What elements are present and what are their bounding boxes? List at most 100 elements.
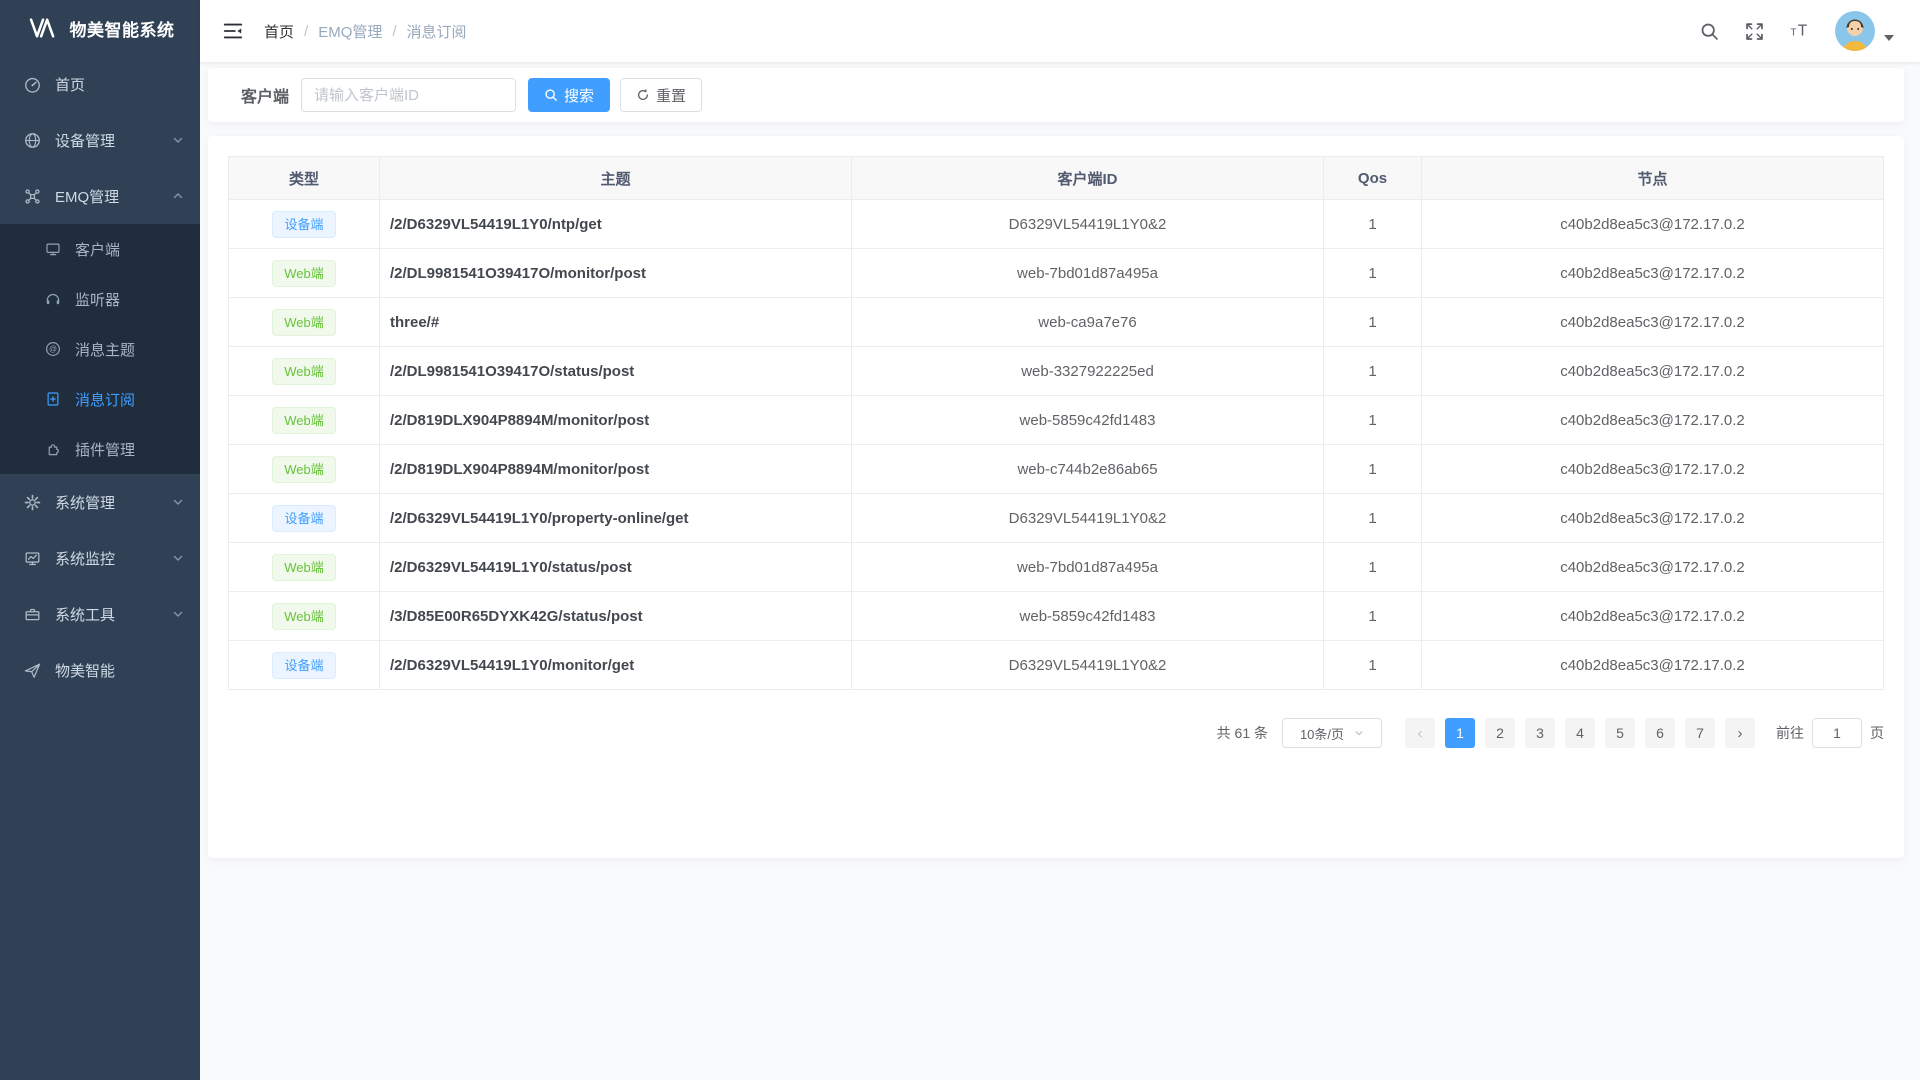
breadcrumb: 首页 / EMQ管理 / 消息订阅 (264, 21, 467, 42)
client-id-cell: D6329VL54419L1Y0&2 (851, 493, 1324, 543)
table-row: Web端 /2/D6329VL54419L1Y0/status/post web… (228, 542, 1884, 592)
search-icon (545, 89, 557, 101)
client-id-cell: D6329VL54419L1Y0&2 (851, 199, 1324, 249)
user-menu[interactable] (1835, 11, 1894, 51)
sidebar-item-label: 系统工具 (55, 606, 116, 624)
app-title: 物美智能系统 (69, 20, 175, 40)
page-button-6[interactable]: 6 (1645, 718, 1675, 748)
col-header-qos: Qos (1323, 156, 1422, 200)
chevron-down-icon (172, 134, 184, 146)
page-button-3[interactable]: 3 (1525, 718, 1555, 748)
breadcrumb-current: 消息订阅 (406, 23, 467, 41)
chevron-up-icon (172, 190, 184, 202)
node-cell: c40b2d8ea5c3@172.17.0.2 (1421, 591, 1884, 641)
emq-submenu: 客户端 监听器 @ 消息主题 (0, 224, 200, 474)
chevron-down-icon (172, 608, 184, 620)
monitor-chart-icon (22, 549, 42, 568)
sidebar-item-label: 客户端 (75, 241, 121, 259)
sidebar-item-label: 消息订阅 (75, 391, 136, 409)
breadcrumb-separator: / (304, 22, 309, 40)
search-button[interactable]: 搜索 (528, 78, 611, 112)
topic-cell: three/# (379, 297, 852, 347)
node-cell: c40b2d8ea5c3@172.17.0.2 (1421, 297, 1884, 347)
search-icon[interactable] (1699, 21, 1720, 42)
dashboard-icon (22, 75, 42, 94)
page-button-5[interactable]: 5 (1605, 718, 1635, 748)
sidebar-item-home[interactable]: 首页 (0, 56, 200, 112)
client-id-cell: web-7bd01d87a495a (851, 542, 1324, 592)
table-row: Web端 /2/D819DLX904P8894M/monitor/post we… (228, 444, 1884, 494)
sidebar-item-listener[interactable]: 监听器 (0, 274, 200, 324)
col-header-type: 类型 (228, 156, 380, 200)
app-logo[interactable]: 物美智能系统 (0, 0, 200, 56)
svg-text:T: T (1798, 23, 1808, 40)
page-content: 客户端 搜索 重置 类型 主题 (200, 62, 1920, 858)
sidebar-item-system-monitor[interactable]: 系统监控 (0, 530, 200, 586)
goto-page-input[interactable] (1812, 718, 1862, 748)
prev-page-button[interactable]: ‹ (1405, 718, 1435, 748)
client-id-cell: web-5859c42fd1483 (851, 395, 1324, 445)
user-avatar (1835, 11, 1875, 51)
fullscreen-icon[interactable] (1744, 21, 1765, 42)
pagination: 共 61 条 10条/页 ‹ 1 2 3 4 5 6 7 › (228, 718, 1884, 748)
node-cell: c40b2d8ea5c3@172.17.0.2 (1421, 248, 1884, 298)
sidebar-item-plugin[interactable]: 插件管理 (0, 424, 200, 474)
sidebar-fold-icon[interactable] (222, 20, 244, 42)
sidebar-item-emq-mgmt[interactable]: EMQ管理 (0, 168, 200, 224)
page-size-select[interactable]: 10条/页 (1282, 718, 1382, 748)
node-cell: c40b2d8ea5c3@172.17.0.2 (1421, 640, 1884, 690)
sidebar-item-topic[interactable]: @ 消息主题 (0, 324, 200, 374)
node-cell: c40b2d8ea5c3@172.17.0.2 (1421, 395, 1884, 445)
client-field-label: 客户端 (241, 89, 290, 106)
svg-text:@: @ (49, 345, 57, 354)
sidebar-item-system-mgmt[interactable]: 系统管理 (0, 474, 200, 530)
topic-cell: /3/D85E00R65DYXK42G/status/post (379, 591, 852, 641)
type-badge: Web端 (272, 602, 336, 630)
table-row: Web端 /2/DL9981541O39417O/monitor/post we… (228, 248, 1884, 298)
caret-down-icon (1884, 35, 1894, 41)
sidebar-item-client[interactable]: 客户端 (0, 224, 200, 274)
sidebar-menu: 首页 设备管理 EMQ管理 (0, 56, 200, 698)
topic-cell: /2/D819DLX904P8894M/monitor/post (379, 444, 852, 494)
page-button-4[interactable]: 4 (1565, 718, 1595, 748)
node-cell: c40b2d8ea5c3@172.17.0.2 (1421, 542, 1884, 592)
client-id-cell: web-5859c42fd1483 (851, 591, 1324, 641)
toolbox-icon (22, 605, 42, 624)
table-row: 设备端 /2/D6329VL54419L1Y0/monitor/get D632… (228, 640, 1884, 690)
qos-cell: 1 (1323, 248, 1422, 298)
col-header-client-id: 客户端ID (851, 156, 1324, 200)
qos-cell: 1 (1323, 591, 1422, 641)
type-badge: 设备端 (272, 504, 336, 532)
sidebar-item-label: 监听器 (75, 291, 121, 309)
table-row: 设备端 /2/D6329VL54419L1Y0/ntp/get D6329VL5… (228, 199, 1884, 249)
sidebar-item-wumei-smart[interactable]: 物美智能 (0, 642, 200, 698)
qos-cell: 1 (1323, 199, 1422, 249)
send-icon (22, 661, 42, 680)
breadcrumb-emq: EMQ管理 (318, 23, 383, 41)
type-badge: 设备端 (272, 651, 336, 679)
client-id-cell: web-3327922225ed (851, 346, 1324, 396)
client-id-input[interactable] (301, 78, 517, 112)
client-id-cell: web-c744b2e86ab65 (851, 444, 1324, 494)
reset-button[interactable]: 重置 (620, 78, 703, 112)
sidebar-item-system-tools[interactable]: 系统工具 (0, 586, 200, 642)
breadcrumb-home[interactable]: 首页 (264, 23, 295, 41)
qos-cell: 1 (1323, 542, 1422, 592)
sidebar-item-label: 系统管理 (55, 494, 116, 512)
subscription-table: 类型 主题 客户端ID Qos 节点 设备端 /2/D6329VL54419L1… (228, 156, 1884, 690)
type-badge: Web端 (272, 259, 336, 287)
page-button-2[interactable]: 2 (1485, 718, 1515, 748)
sidebar-item-subscription[interactable]: 消息订阅 (0, 374, 200, 424)
topic-cell: /2/D6329VL54419L1Y0/monitor/get (379, 640, 852, 690)
topic-icon: @ (44, 340, 62, 358)
page-button-1[interactable]: 1 (1445, 718, 1475, 748)
goto-label: 前往 (1776, 725, 1804, 741)
sidebar-item-device-mgmt[interactable]: 设备管理 (0, 112, 200, 168)
qos-cell: 1 (1323, 297, 1422, 347)
topic-cell: /2/D6329VL54419L1Y0/ntp/get (379, 199, 852, 249)
page-button-7[interactable]: 7 (1685, 718, 1715, 748)
next-page-button[interactable]: › (1725, 718, 1755, 748)
client-id-cell: web-ca9a7e76 (851, 297, 1324, 347)
